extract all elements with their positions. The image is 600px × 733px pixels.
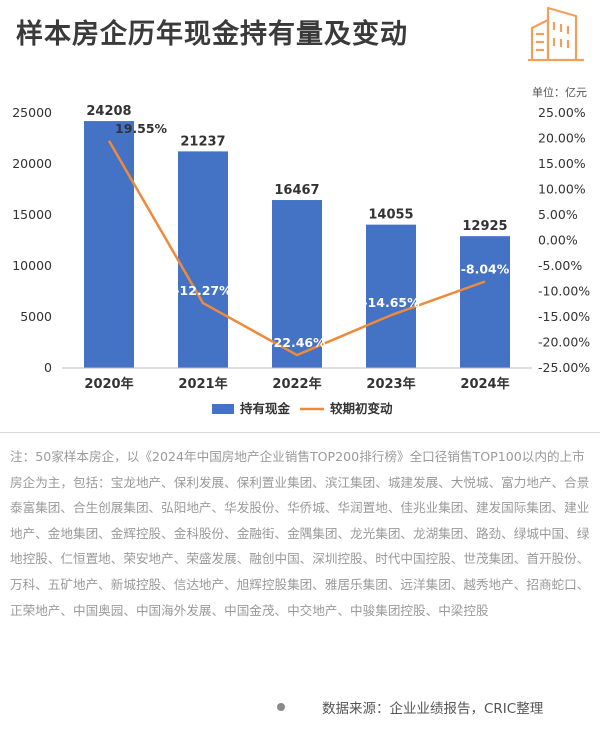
bar-2020年 — [84, 121, 134, 368]
right-axis-tick-label: 0.00% — [538, 233, 578, 248]
line-value-label: -22.46% — [268, 335, 326, 350]
right-axis-tick-label: 15.00% — [538, 156, 586, 171]
building-logo-icon — [528, 6, 584, 62]
data-source: 数据来源：企业业绩报告，CRIC整理 — [322, 701, 544, 717]
legend-label-line: 较期初变动 — [330, 401, 393, 416]
left-axis-tick-label: 0 — [44, 360, 52, 375]
x-axis-tick-label: 2022年 — [272, 376, 321, 392]
right-axis-tick-label: -10.00% — [538, 284, 590, 299]
left-axis-tick-label: 25000 — [12, 105, 52, 120]
bar-value-label: 21237 — [180, 134, 225, 149]
legend-label-bar: 持有现金 — [240, 401, 291, 416]
right-axis-tick-label: 10.00% — [538, 182, 586, 197]
bar-2022年 — [272, 200, 322, 368]
chart-area: 0 5000 10000 15000 20000 25000 -25.00% -20.00%… — [12, 104, 590, 416]
bar-2024年 — [460, 236, 510, 368]
x-axis-tick-label: 2023年 — [366, 376, 415, 392]
bar-value-label: 14055 — [368, 208, 413, 223]
footnote: 注：50家样本房企，以《2024年中国房地产企业销售TOP200排行榜》全口径销… — [10, 449, 590, 618]
right-axis-tick-label: -25.00% — [538, 360, 590, 375]
line-value-label: -12.27% — [174, 283, 232, 298]
bar-2021年 — [178, 151, 228, 368]
left-axis-tick-label: 15000 — [12, 207, 52, 222]
bar-2023年 — [366, 224, 416, 368]
bullet-icon — [277, 703, 285, 711]
x-axis-tick-label: 2021年 — [178, 376, 227, 392]
right-axis-tick-label: -15.00% — [538, 309, 590, 324]
right-axis-tick-label: -5.00% — [538, 258, 582, 273]
right-axis-tick-label: 5.00% — [538, 207, 578, 222]
line-value-label: -14.65% — [362, 295, 420, 310]
left-axis-tick-label: 10000 — [12, 258, 52, 273]
legend-swatch-bar — [212, 404, 234, 414]
bar-value-label: 12925 — [462, 219, 507, 234]
right-axis-tick-label: 25.00% — [538, 105, 586, 120]
left-axis-tick-label: 20000 — [12, 156, 52, 171]
left-axis-tick-label: 5000 — [20, 309, 52, 324]
change-line — [107, 140, 486, 357]
line-value-label: -8.04% — [461, 262, 510, 277]
line-value-label: 19.55% — [115, 121, 168, 136]
chart-title: 样本房企历年现金持有量及变动 — [16, 19, 408, 50]
right-axis-tick-label: 20.00% — [538, 131, 586, 146]
right-axis-tick-label: -20.00% — [538, 335, 590, 350]
unit-label: 单位：亿元 — [532, 86, 587, 99]
bar-value-label: 24208 — [86, 104, 131, 119]
bar-value-label: 16467 — [274, 183, 319, 198]
x-axis-tick-label: 2020年 — [84, 376, 133, 392]
x-axis-tick-label: 2024年 — [460, 376, 509, 392]
divider — [0, 432, 600, 433]
